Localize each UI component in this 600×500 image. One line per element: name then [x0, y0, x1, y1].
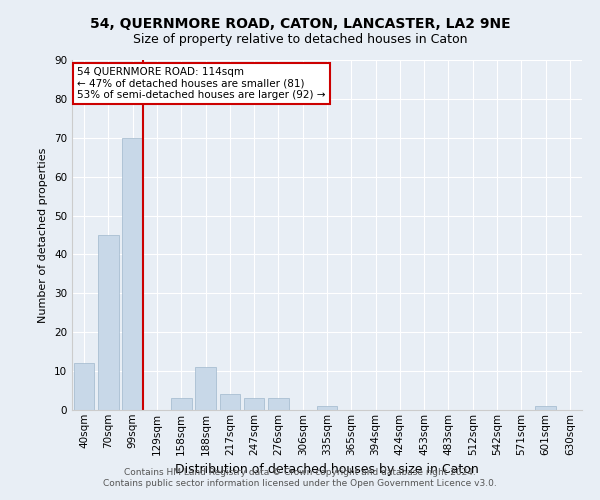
- Text: Contains HM Land Registry data © Crown copyright and database right 2024.
Contai: Contains HM Land Registry data © Crown c…: [103, 468, 497, 487]
- Bar: [317, 406, 337, 410]
- X-axis label: Distribution of detached houses by size in Caton: Distribution of detached houses by size …: [175, 463, 479, 476]
- Bar: [122, 138, 143, 410]
- Bar: [535, 406, 556, 410]
- Bar: [74, 364, 94, 410]
- Bar: [195, 367, 216, 410]
- Y-axis label: Number of detached properties: Number of detached properties: [38, 148, 49, 322]
- Bar: [220, 394, 240, 410]
- Bar: [244, 398, 265, 410]
- Bar: [171, 398, 191, 410]
- Text: Size of property relative to detached houses in Caton: Size of property relative to detached ho…: [133, 32, 467, 46]
- Text: 54 QUERNMORE ROAD: 114sqm
← 47% of detached houses are smaller (81)
53% of semi-: 54 QUERNMORE ROAD: 114sqm ← 47% of detac…: [77, 67, 326, 100]
- Text: 54, QUERNMORE ROAD, CATON, LANCASTER, LA2 9NE: 54, QUERNMORE ROAD, CATON, LANCASTER, LA…: [89, 18, 511, 32]
- Bar: [268, 398, 289, 410]
- Bar: [98, 235, 119, 410]
